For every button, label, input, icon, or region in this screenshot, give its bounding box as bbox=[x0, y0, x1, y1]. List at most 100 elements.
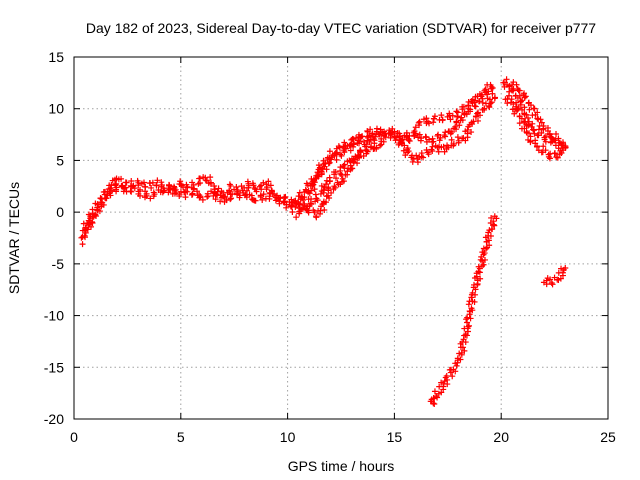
data-point bbox=[357, 133, 364, 140]
data-point bbox=[386, 130, 393, 137]
data-point bbox=[438, 144, 445, 151]
data-point bbox=[454, 357, 461, 364]
data-point bbox=[207, 174, 214, 181]
data-point bbox=[440, 386, 447, 393]
data-point bbox=[534, 132, 541, 139]
data-point bbox=[458, 351, 465, 358]
data-point bbox=[546, 130, 553, 137]
chart-title: Day 182 of 2023, Sidereal Day-to-day VTE… bbox=[86, 20, 596, 36]
data-point bbox=[227, 182, 234, 189]
data-point bbox=[303, 180, 310, 187]
data-point bbox=[406, 137, 413, 144]
data-point bbox=[207, 179, 214, 186]
data-point bbox=[404, 149, 411, 156]
data-point bbox=[348, 141, 355, 148]
data-point bbox=[454, 109, 461, 116]
data-point bbox=[81, 232, 88, 239]
data-point bbox=[467, 315, 474, 322]
data-point bbox=[350, 143, 357, 150]
data-point bbox=[442, 133, 449, 140]
data-point bbox=[135, 188, 142, 195]
data-point bbox=[514, 86, 521, 93]
data-point bbox=[196, 191, 203, 198]
series-track-c bbox=[288, 131, 377, 210]
data-point bbox=[288, 203, 295, 210]
data-point bbox=[471, 298, 478, 305]
data-point bbox=[405, 137, 412, 144]
data-point bbox=[465, 323, 472, 330]
data-point bbox=[423, 115, 430, 122]
data-point bbox=[131, 185, 138, 192]
data-point bbox=[189, 191, 196, 198]
data-point bbox=[438, 379, 445, 386]
data-point bbox=[487, 100, 494, 107]
data-point bbox=[312, 198, 319, 205]
data-point bbox=[184, 188, 191, 195]
data-point bbox=[143, 190, 150, 197]
data-point bbox=[326, 148, 333, 155]
data-point bbox=[276, 198, 283, 205]
data-point bbox=[466, 322, 473, 329]
data-point bbox=[102, 195, 109, 202]
data-point bbox=[354, 139, 361, 146]
data-point bbox=[340, 162, 347, 169]
data-point bbox=[559, 272, 566, 279]
data-point bbox=[521, 125, 528, 132]
data-point bbox=[468, 129, 475, 136]
x-tick-label: 5 bbox=[177, 429, 185, 445]
data-point bbox=[517, 101, 524, 108]
data-point bbox=[82, 227, 89, 234]
data-point bbox=[410, 129, 417, 136]
data-point bbox=[429, 135, 436, 142]
data-point bbox=[140, 179, 147, 186]
data-point bbox=[435, 131, 442, 138]
data-point bbox=[147, 195, 154, 202]
data-point bbox=[505, 92, 512, 99]
data-point bbox=[553, 131, 560, 138]
y-tick-label: -10 bbox=[44, 308, 64, 324]
data-point bbox=[306, 202, 313, 209]
data-point bbox=[312, 191, 319, 198]
data-point bbox=[555, 135, 562, 142]
data-point bbox=[491, 213, 498, 220]
x-tick-label: 15 bbox=[387, 429, 403, 445]
data-point bbox=[416, 122, 423, 129]
data-point bbox=[447, 130, 454, 137]
data-point bbox=[128, 178, 135, 185]
data-point bbox=[516, 113, 523, 120]
data-point bbox=[263, 186, 270, 193]
data-point bbox=[538, 119, 545, 126]
data-point bbox=[260, 191, 267, 198]
x-tick-label: 10 bbox=[280, 429, 296, 445]
series-track-k bbox=[506, 79, 569, 151]
data-point bbox=[452, 360, 459, 367]
data-point bbox=[453, 108, 460, 115]
data-point bbox=[404, 133, 411, 140]
data-point bbox=[153, 182, 160, 189]
y-tick-label: 0 bbox=[56, 204, 64, 220]
data-point bbox=[477, 275, 484, 282]
data-point bbox=[320, 189, 327, 196]
data-point bbox=[426, 136, 433, 143]
data-point bbox=[78, 234, 85, 241]
data-point bbox=[236, 192, 243, 199]
data-point bbox=[471, 281, 478, 288]
data-point bbox=[414, 159, 421, 166]
data-point bbox=[413, 152, 420, 159]
series-track-g bbox=[412, 81, 495, 131]
data-point bbox=[484, 95, 491, 102]
data-point bbox=[316, 210, 323, 217]
y-tick-label: 5 bbox=[56, 152, 64, 168]
x-axis-label: GPS time / hours bbox=[288, 458, 395, 474]
data-point bbox=[109, 187, 116, 194]
series-track-i bbox=[500, 76, 569, 152]
data-point bbox=[459, 344, 466, 351]
data-point bbox=[464, 314, 471, 321]
data-point bbox=[190, 185, 197, 192]
data-point bbox=[328, 189, 335, 196]
data-point bbox=[456, 122, 463, 129]
data-point bbox=[473, 270, 480, 277]
data-point bbox=[268, 187, 275, 194]
data-point bbox=[127, 188, 134, 195]
data-point bbox=[90, 213, 97, 220]
